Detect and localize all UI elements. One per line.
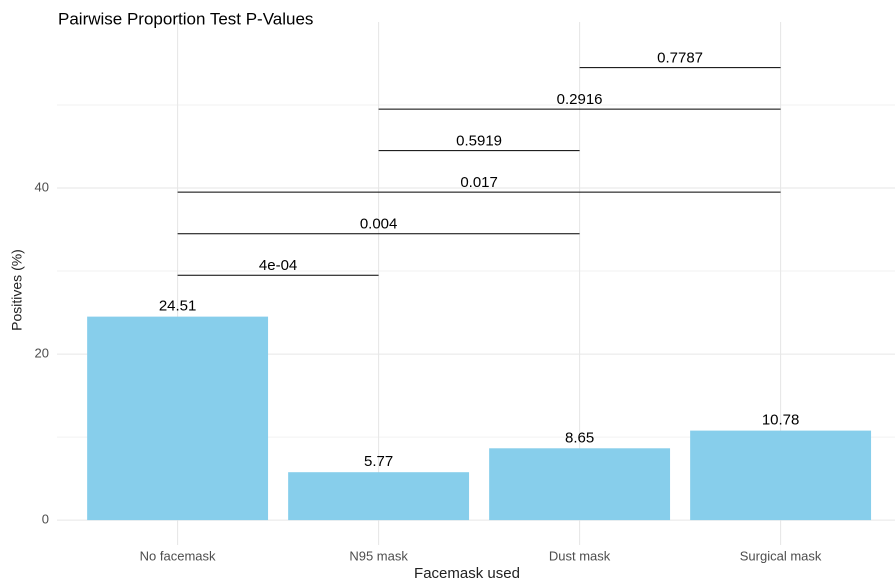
y-tick-label: 20 <box>35 346 49 361</box>
value-label: 10.78 <box>762 412 800 429</box>
x-tick-label: Dust mask <box>549 548 611 563</box>
p-value-label: 0.2916 <box>557 91 603 108</box>
bar <box>87 316 269 521</box>
x-axis-label: Facemask used <box>414 565 520 582</box>
bar <box>690 430 872 521</box>
bar <box>288 472 470 521</box>
x-tick-label: Surgical mask <box>740 548 822 563</box>
p-value-label: 0.017 <box>460 174 498 191</box>
p-value-label: 0.7787 <box>657 50 703 67</box>
value-label: 8.65 <box>565 429 594 446</box>
x-tick-label: N95 mask <box>349 548 408 563</box>
x-tick-label: No facemask <box>140 548 216 563</box>
y-tick-label: 0 <box>42 512 49 527</box>
value-label: 24.51 <box>159 298 197 315</box>
p-value-label: 0.5919 <box>456 133 502 150</box>
y-tick-label: 40 <box>35 179 49 194</box>
bar <box>489 448 671 521</box>
p-value-label: 0.004 <box>360 216 398 233</box>
p-value-label: 4e-04 <box>259 257 297 274</box>
chart-title: Pairwise Proportion Test P-Values <box>58 9 313 28</box>
value-label: 5.77 <box>364 453 393 470</box>
y-axis-label: Positives (%) <box>9 249 25 331</box>
